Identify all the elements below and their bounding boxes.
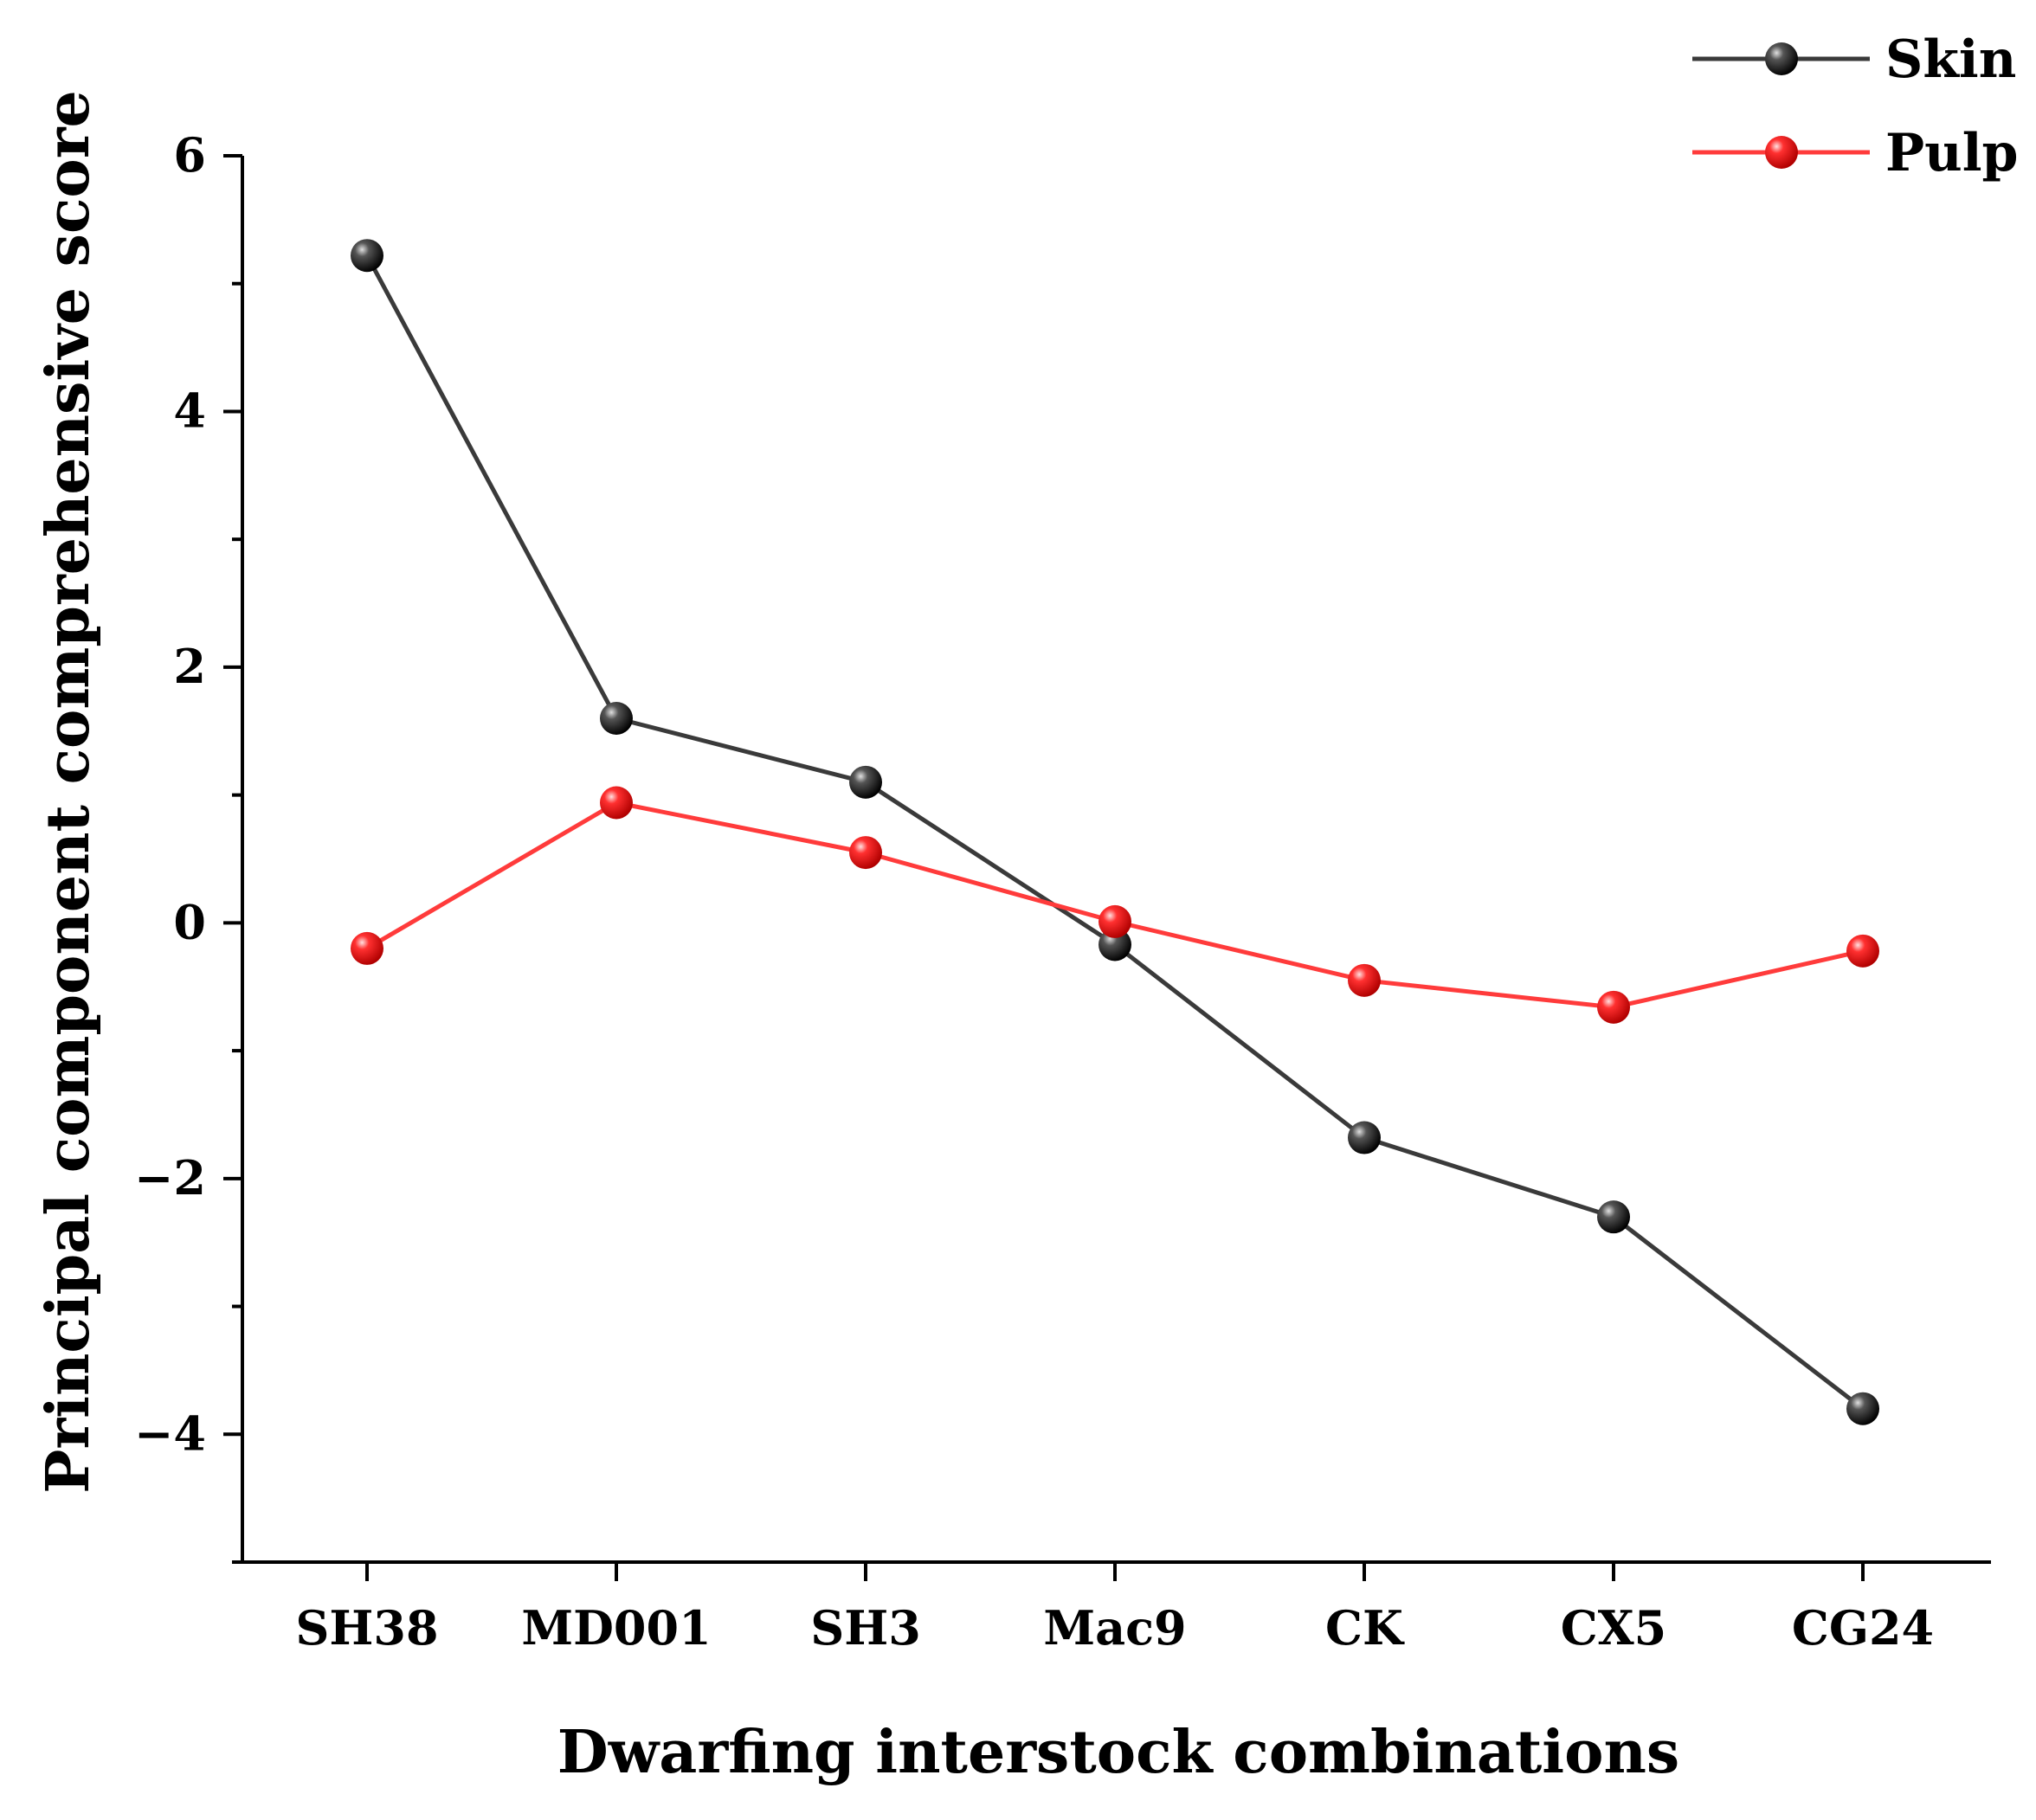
data-point-skin bbox=[1099, 928, 1131, 961]
data-point-skin bbox=[849, 765, 882, 799]
data-point-pulp bbox=[1597, 990, 1630, 1024]
x-axis-ticks: SH38 MD001 SH3 Mac9 CK CX5 CG24 bbox=[295, 1562, 1934, 1656]
legend-label: Pulp bbox=[1885, 123, 2019, 183]
data-point-skin bbox=[1597, 1200, 1630, 1234]
legend-label: Skin bbox=[1885, 29, 2016, 90]
legend-entry-pulp: Pulp bbox=[1692, 123, 2019, 183]
y-tick-label: −4 bbox=[134, 1405, 206, 1461]
legend-marker bbox=[1765, 136, 1798, 169]
x-tick-label: CX5 bbox=[1561, 1600, 1666, 1656]
x-axis-title: Dwarfing interstock combinations bbox=[557, 1718, 1679, 1787]
y-tick-label: −2 bbox=[134, 1150, 206, 1206]
y-axis-ticks: −4 −2 0 2 4 6 bbox=[134, 127, 242, 1564]
x-tick-label: SH38 bbox=[295, 1600, 438, 1656]
series-layer bbox=[351, 239, 1879, 1425]
y-tick-label: 6 bbox=[173, 127, 206, 183]
data-point-pulp bbox=[351, 931, 383, 965]
series-line-skin bbox=[364, 254, 1865, 1411]
data-point-pulp bbox=[1348, 963, 1381, 997]
y-tick-label: 2 bbox=[173, 639, 206, 694]
data-point-skin bbox=[600, 702, 633, 735]
y-axis-title: Principal component comprehensive score bbox=[34, 90, 103, 1494]
series-pulp bbox=[351, 786, 1879, 1024]
series-line-pulp bbox=[365, 800, 1864, 1010]
x-tick-label: MD001 bbox=[521, 1600, 711, 1656]
data-point-pulp bbox=[600, 786, 633, 820]
x-tick-label: Mac9 bbox=[1043, 1600, 1186, 1656]
data-point-pulp bbox=[1099, 904, 1131, 938]
x-tick-label: CK bbox=[1325, 1600, 1405, 1656]
legend-marker bbox=[1765, 42, 1798, 75]
data-point-skin bbox=[351, 239, 383, 273]
data-point-pulp bbox=[1846, 934, 1879, 968]
data-point-skin bbox=[1348, 1121, 1381, 1154]
data-point-skin bbox=[1846, 1392, 1879, 1425]
legend-entry-skin: Skin bbox=[1692, 29, 2016, 90]
x-tick-label: SH3 bbox=[810, 1600, 921, 1656]
y-tick-label: 4 bbox=[173, 383, 206, 438]
data-point-pulp bbox=[849, 836, 882, 870]
legend: Skin Pulp bbox=[1692, 29, 2019, 183]
axes bbox=[241, 156, 1991, 1564]
y-tick-label: 0 bbox=[173, 894, 206, 949]
x-tick-label: CG24 bbox=[1792, 1600, 1934, 1656]
series-skin bbox=[351, 239, 1879, 1425]
